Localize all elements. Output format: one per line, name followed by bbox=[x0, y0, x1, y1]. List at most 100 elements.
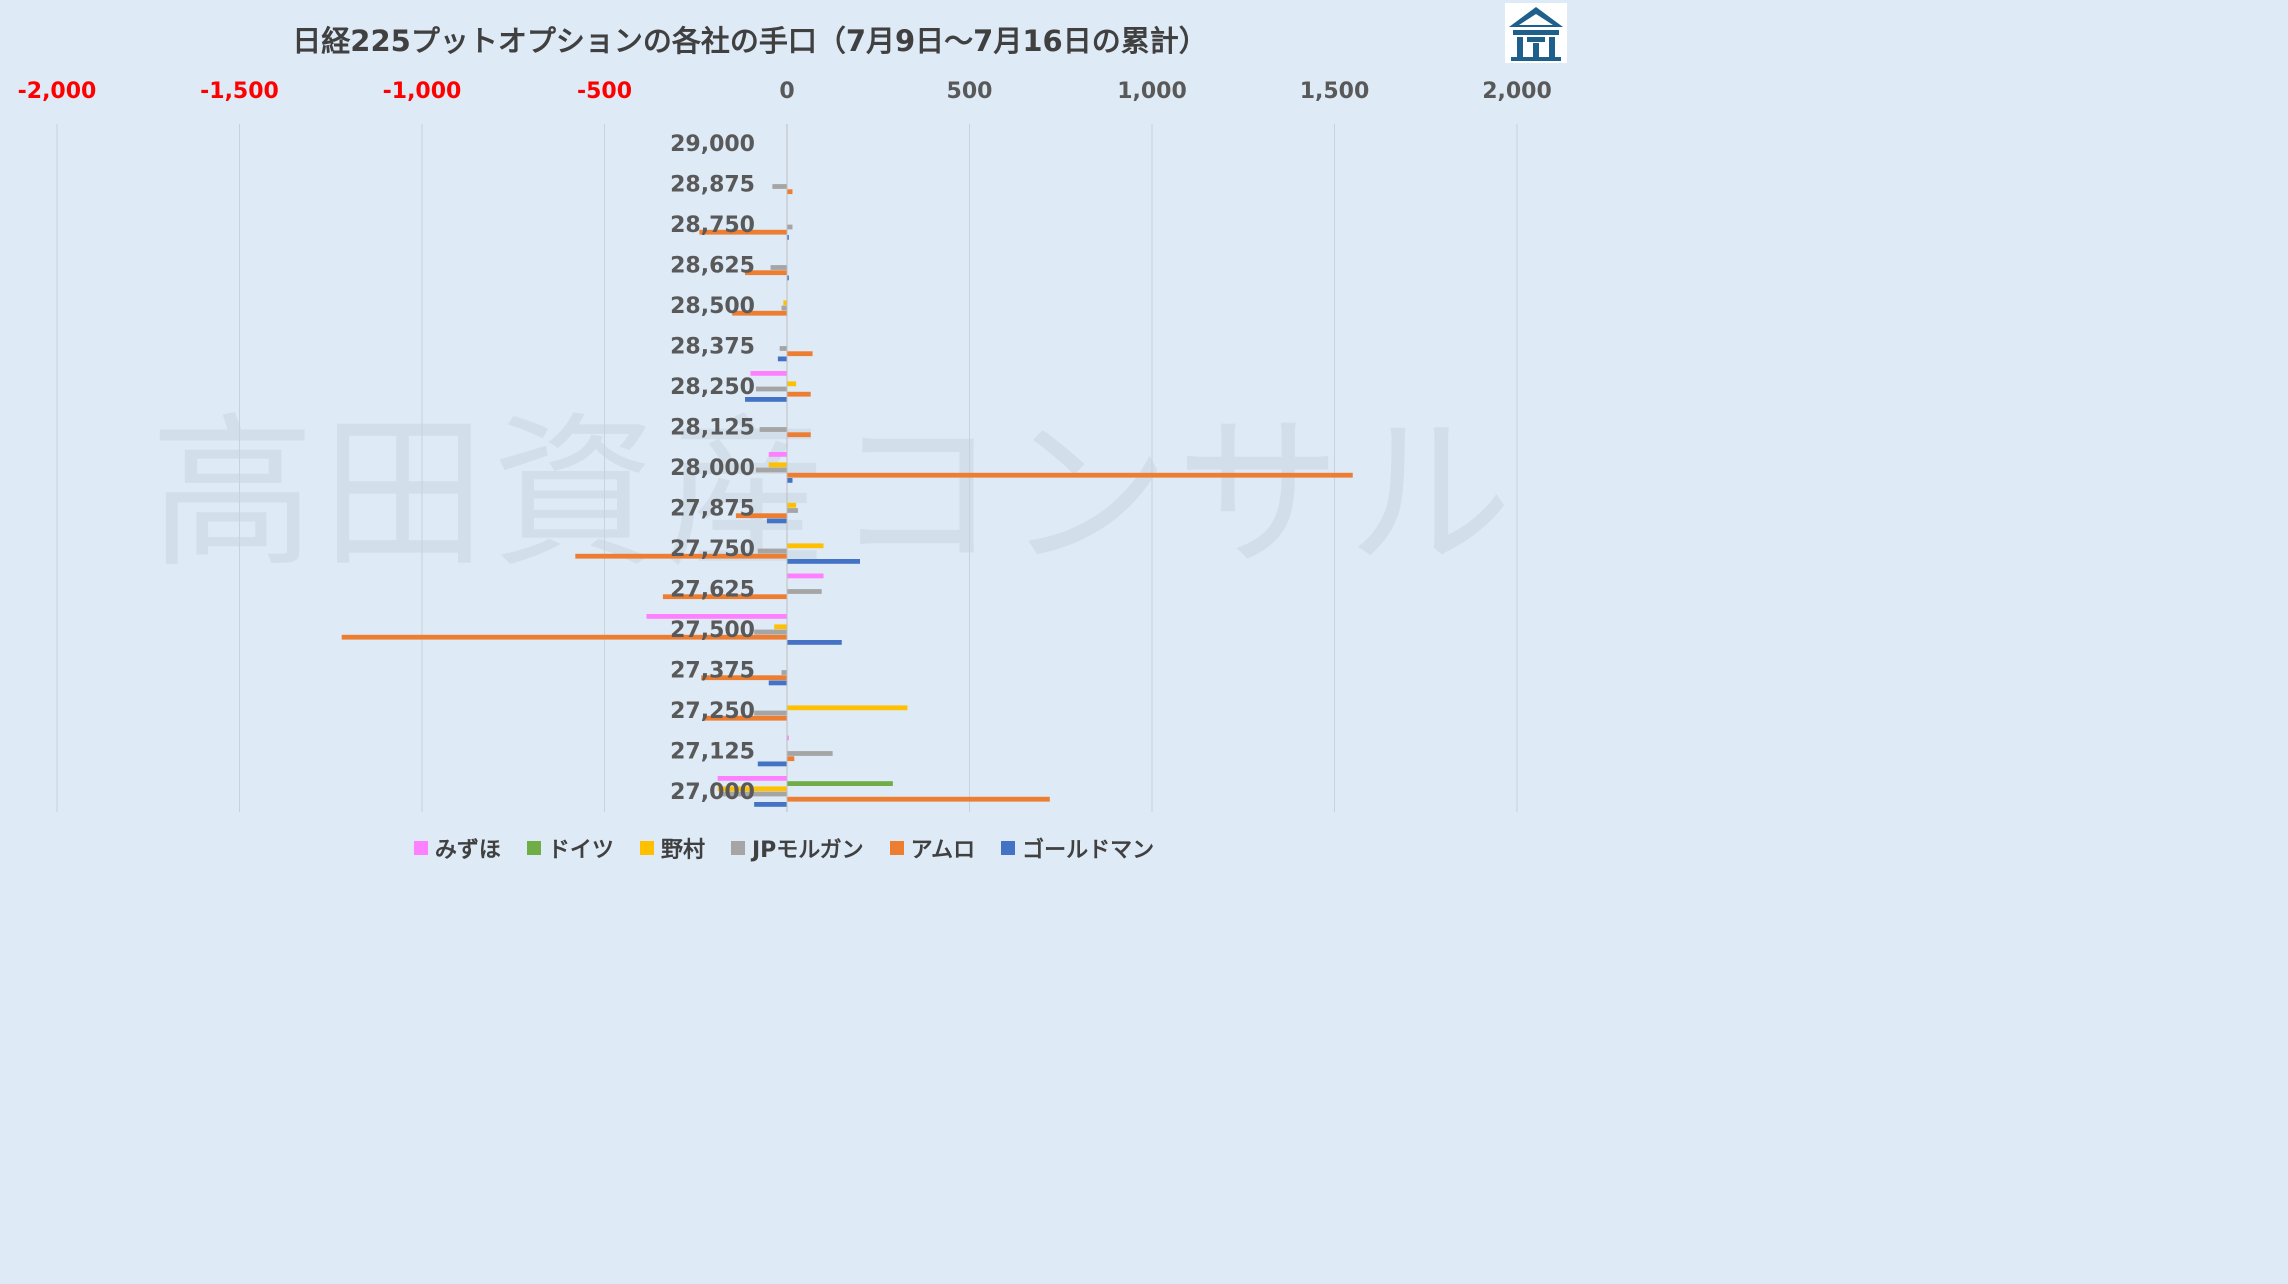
bar bbox=[787, 502, 797, 508]
y-category-label: 29,000 bbox=[670, 132, 755, 157]
bar bbox=[745, 270, 787, 276]
bar bbox=[779, 346, 787, 351]
bar bbox=[759, 427, 787, 432]
bar bbox=[787, 189, 793, 195]
bar bbox=[787, 478, 793, 483]
bar bbox=[754, 629, 787, 635]
bar bbox=[772, 184, 787, 189]
bar bbox=[732, 310, 787, 316]
bar bbox=[781, 670, 787, 675]
bar bbox=[783, 300, 787, 306]
chart-legend: みずほ ドイツ 野村 JPモルガン アムロ ゴールドマン bbox=[0, 832, 1568, 864]
bar bbox=[646, 614, 787, 619]
bar bbox=[750, 371, 787, 376]
y-category-label: 28,375 bbox=[670, 335, 755, 360]
y-category-label: 27,125 bbox=[670, 740, 755, 765]
bar bbox=[781, 305, 787, 311]
company-logo-icon bbox=[1505, 3, 1567, 63]
bar bbox=[721, 791, 787, 797]
x-tick-label: 0 bbox=[779, 79, 794, 104]
legend-item: 野村 bbox=[639, 832, 705, 864]
x-tick-label: -1,500 bbox=[200, 79, 279, 104]
legend-label: ドイツ bbox=[547, 838, 614, 863]
bar bbox=[766, 518, 787, 524]
bar bbox=[787, 543, 824, 549]
bar bbox=[754, 710, 787, 716]
bar bbox=[735, 513, 787, 519]
y-category-label: 27,000 bbox=[670, 780, 755, 805]
bar bbox=[768, 680, 787, 686]
legend-swatch bbox=[1001, 841, 1016, 855]
y-category-label: 28,125 bbox=[670, 416, 755, 441]
bar bbox=[575, 553, 787, 559]
bar bbox=[768, 452, 787, 457]
x-tick-label: 1,000 bbox=[1117, 79, 1187, 104]
legend-swatch bbox=[526, 841, 541, 855]
bar bbox=[787, 351, 813, 357]
chart-title: 日経225プットオプションの各社の手口（7月9日～7月16日の累計） bbox=[292, 24, 1208, 58]
y-category-label: 27,625 bbox=[670, 578, 755, 603]
bar-chart: -2,000 -1,500 -1,000 -500 0 500 1,000 1,500 2,00… bbox=[18, 79, 1552, 812]
bar bbox=[787, 224, 793, 230]
bar bbox=[787, 275, 789, 281]
x-tick-label: 500 bbox=[947, 79, 993, 104]
x-tick-label: 2,000 bbox=[1482, 79, 1552, 104]
y-category-label: 27,500 bbox=[670, 618, 755, 643]
legend-swatch bbox=[639, 841, 654, 855]
y-category-label: 28,250 bbox=[670, 375, 755, 400]
bar bbox=[787, 796, 1050, 802]
legend-label: アムロ bbox=[910, 838, 976, 863]
bar bbox=[699, 229, 787, 235]
y-category-label: 27,250 bbox=[670, 699, 755, 724]
legend-item: ドイツ bbox=[526, 832, 614, 864]
legend-item: みずほ bbox=[413, 832, 501, 864]
x-tick-label: -1,000 bbox=[383, 79, 462, 104]
watermark-text: 高田資産コンサル bbox=[150, 398, 1518, 590]
bar bbox=[787, 508, 798, 513]
bar bbox=[787, 735, 789, 741]
bar bbox=[787, 432, 811, 438]
bar bbox=[701, 675, 787, 681]
legend-item: ゴールドマン bbox=[1001, 832, 1154, 864]
bar bbox=[770, 265, 787, 270]
bar bbox=[787, 705, 908, 711]
bar bbox=[787, 472, 1353, 478]
y-category-label: 28,000 bbox=[670, 456, 755, 481]
bar bbox=[787, 391, 811, 397]
bar bbox=[774, 624, 787, 630]
y-category-label: 28,750 bbox=[670, 213, 755, 238]
bar bbox=[341, 634, 787, 640]
x-tick-label: -2,000 bbox=[18, 79, 97, 104]
bar bbox=[717, 776, 787, 781]
bar bbox=[755, 467, 787, 473]
bar bbox=[787, 751, 833, 756]
legend-label: JPモルガン bbox=[751, 838, 864, 863]
legend-swatch bbox=[730, 841, 745, 855]
x-tick-label: -500 bbox=[577, 79, 632, 104]
legend-swatch bbox=[889, 841, 904, 855]
bar bbox=[755, 386, 787, 392]
bar bbox=[703, 715, 787, 721]
y-category-label: 27,375 bbox=[670, 659, 755, 684]
bar bbox=[717, 786, 787, 792]
bar bbox=[787, 381, 797, 387]
bar bbox=[787, 640, 842, 645]
legend-label: 野村 bbox=[660, 838, 705, 863]
legend-label: みずほ bbox=[434, 838, 501, 863]
y-category-label: 27,875 bbox=[670, 497, 755, 522]
bar bbox=[768, 462, 787, 468]
bar bbox=[787, 559, 860, 564]
legend-label: ゴールドマン bbox=[1022, 838, 1155, 863]
bar bbox=[787, 235, 789, 240]
y-category-label: 28,625 bbox=[670, 254, 755, 279]
y-category-label: 28,500 bbox=[670, 294, 755, 319]
bar bbox=[754, 802, 787, 807]
bar bbox=[787, 573, 824, 579]
bar bbox=[757, 548, 787, 554]
legend-item: JPモルガン bbox=[730, 832, 864, 864]
y-category-label: 27,750 bbox=[670, 537, 755, 562]
bar bbox=[745, 397, 787, 402]
bar bbox=[787, 781, 893, 786]
bar bbox=[787, 756, 795, 762]
bar bbox=[757, 761, 787, 767]
